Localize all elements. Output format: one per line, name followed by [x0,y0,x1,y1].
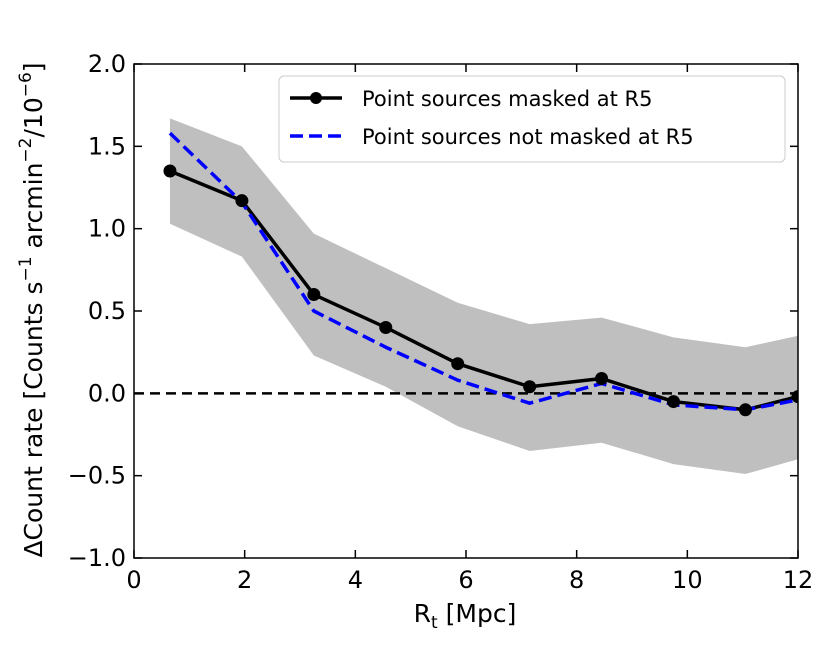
legend-label-masked: Point sources masked at R5 [362,87,653,111]
data-point-masked [595,372,609,386]
x-tick-label: 2 [237,566,252,594]
y-axis-label: ΔCount rate [Counts s−1 arcmin−2/10−6] [16,62,48,557]
data-point-masked [235,194,249,208]
y-tick-label: −0.5 [68,462,126,490]
y-tick-label: 1.0 [88,215,126,243]
series-line-not-masked [168,131,798,412]
y-tick-label: −1.0 [68,544,126,572]
axes: 0 2 4 6 8 10 12 −1.0 −0.5 0.0 0.5 1.0 1.5 2.0 [68,50,814,594]
x-tick-label: 0 [126,566,141,594]
y-tick-label: 2.0 [88,50,126,78]
legend-label-not-masked: Point sources not masked at R5 [362,125,694,149]
plot-frame [133,63,799,559]
data-point-masked [163,164,177,178]
x-tick-label: 8 [569,566,584,594]
data-point-masked [667,395,680,409]
legend: Point sources masked at R5 Point sources… [278,75,786,163]
y-tick-label: 1.5 [88,132,126,160]
x-axis-label: Rt [Mpc] [414,599,517,633]
y-tick-label: 0.5 [88,297,126,325]
plot-clipped [134,118,798,475]
data-point-masked [738,403,752,417]
y-tick-label: 0.0 [88,379,126,407]
data-point-masked [307,288,321,302]
legend-marker-masked [310,92,322,104]
data-point-masked [379,320,393,334]
x-tick-label: 10 [672,566,703,594]
legend-box [278,75,786,163]
x-tick-label: 4 [348,566,363,594]
plot-area [134,118,798,475]
data-point-masked [523,380,537,394]
x-tick-label: 12 [783,566,814,594]
x-tick-label: 6 [458,566,473,594]
data-point-masked [451,357,465,371]
uncertainty-band [169,118,798,475]
